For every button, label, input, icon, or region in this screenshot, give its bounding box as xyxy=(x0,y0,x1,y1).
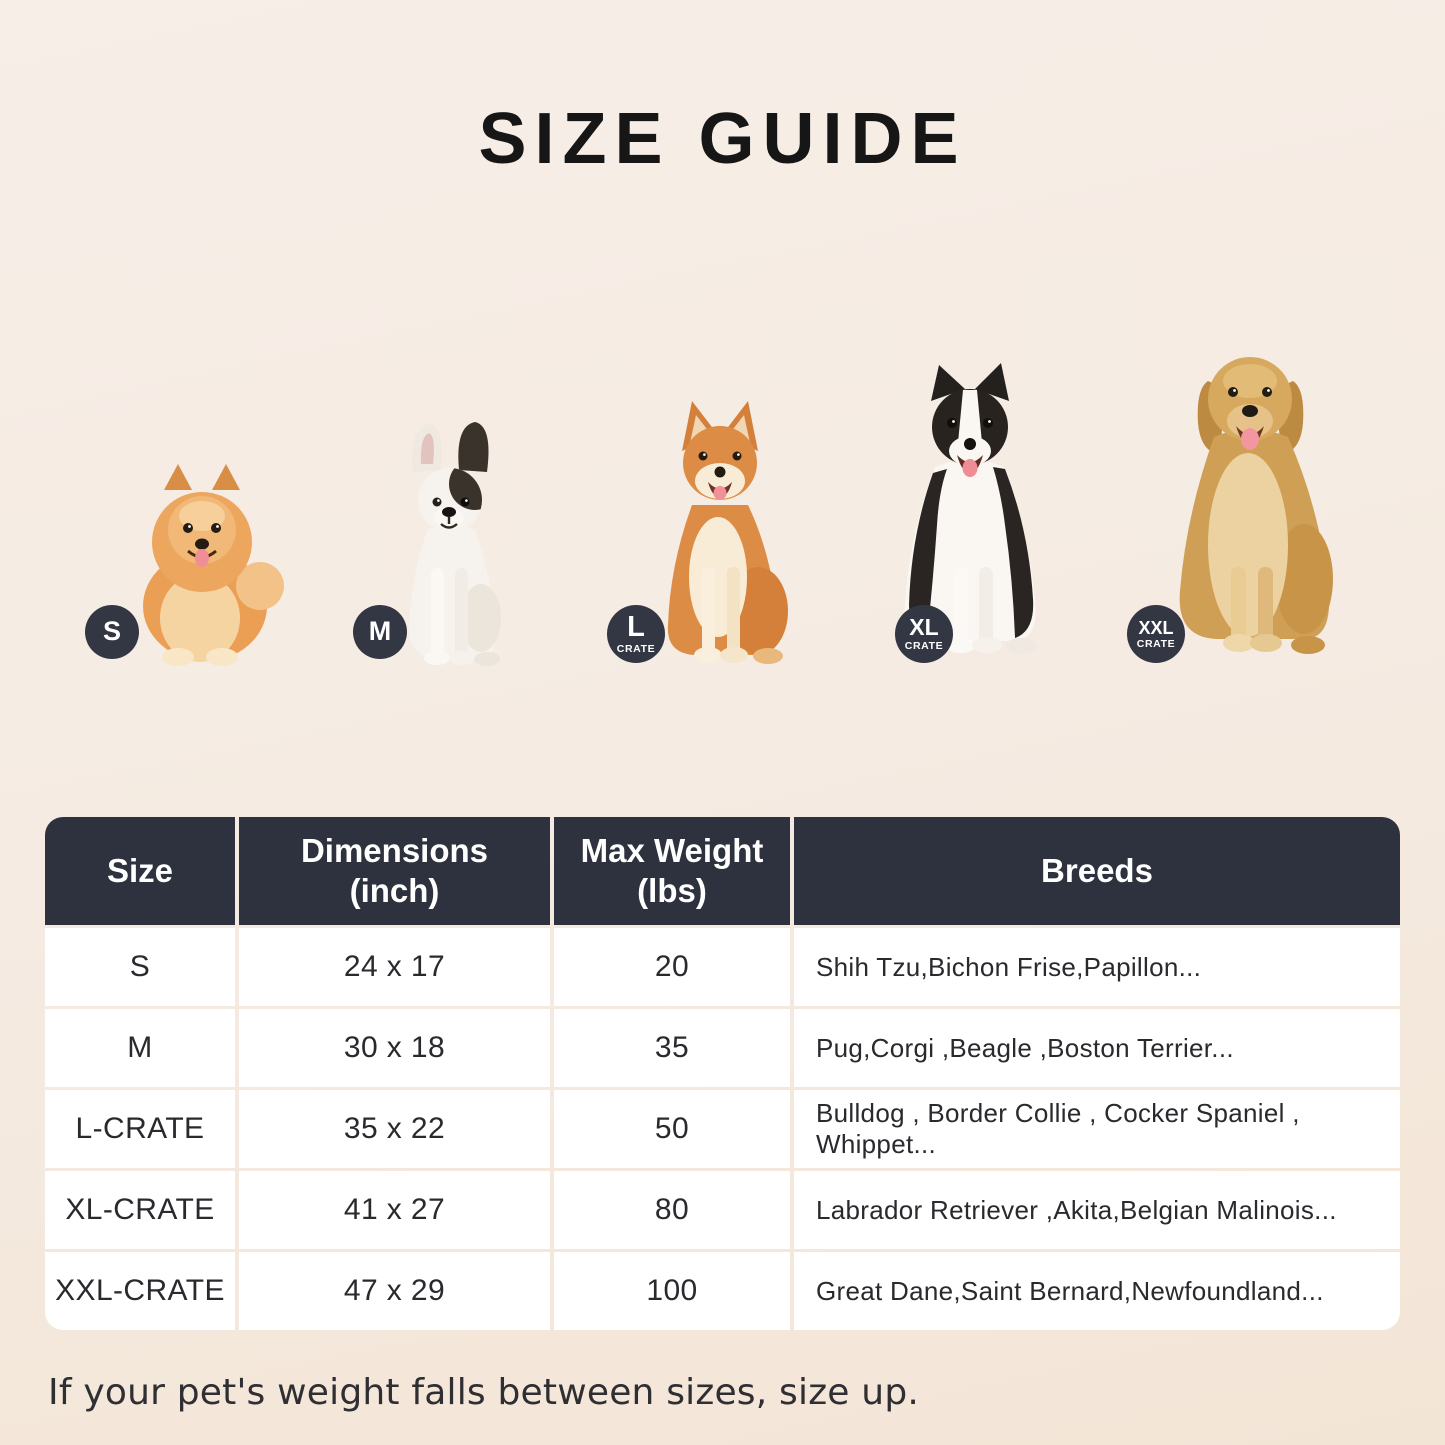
table-cell-dimensions: 41 x 27 xyxy=(239,1171,550,1249)
table-cell-max-weight: 35 xyxy=(554,1009,790,1087)
table-header-size: Size xyxy=(45,817,235,925)
table-cell-dimensions: 35 x 22 xyxy=(239,1090,550,1168)
french-bulldog-dog-icon xyxy=(408,422,501,666)
table-cell-size: L-CRATE xyxy=(45,1090,235,1168)
size-badge-xxl-label: XXL xyxy=(1138,617,1174,638)
size-badge-xl-label: XL xyxy=(909,614,939,641)
header-dimensions-line1: Dimensions xyxy=(300,831,489,869)
shiba-inu-dog-icon xyxy=(667,401,788,664)
table-cell-size: M xyxy=(45,1009,235,1087)
table-cell-breeds: Pug,Corgi ,Beagle ,Boston Terrier... xyxy=(794,1009,1400,1087)
golden-retriever-dog-icon xyxy=(1179,357,1333,654)
size-badge-xl-crate: XL CRATE xyxy=(895,605,953,663)
table-header-dimensions: Dimensions (inch) xyxy=(239,817,550,925)
sizing-note: If your pet's weight falls between sizes… xyxy=(48,1372,920,1413)
table-cell-dimensions: 47 x 29 xyxy=(239,1252,550,1330)
table-cell-size: XL-CRATE xyxy=(45,1171,235,1249)
table-cell-size: S xyxy=(45,928,235,1006)
size-badge-m-label: M xyxy=(368,615,392,646)
size-badge-xxl-crate: XXL CRATE xyxy=(1127,605,1185,663)
size-badge-s-label: S xyxy=(102,615,121,646)
table-cell-dimensions: 30 x 18 xyxy=(239,1009,550,1087)
size-badge-s: S xyxy=(85,605,139,659)
table-header-max-weight: Max Weight (lbs) xyxy=(554,817,790,925)
table-header-breeds: Breeds xyxy=(794,817,1400,925)
table-cell-max-weight: 50 xyxy=(554,1090,790,1168)
header-dimensions-line2: (inch) xyxy=(349,872,440,909)
size-badge-l-label: L xyxy=(627,611,645,644)
dog-photo-border-collie: XL CRATE xyxy=(875,355,1065,668)
size-badge-xl-sublabel: CRATE xyxy=(904,640,944,653)
table-cell-breeds: Bulldog , Border Collie , Cocker Spaniel… xyxy=(794,1090,1400,1168)
table-cell-breeds: Labrador Retriever ,Akita,Belgian Malino… xyxy=(794,1171,1400,1249)
table-cell-max-weight: 20 xyxy=(554,928,790,1006)
size-badge-l-sublabel: CRATE xyxy=(616,643,656,656)
table-cell-max-weight: 100 xyxy=(554,1252,790,1330)
size-table: Size Dimensions (inch) Max Weight (lbs) … xyxy=(45,817,1400,1330)
header-size-line1: Size xyxy=(106,851,174,889)
table-cell-breeds: Great Dane,Saint Bernard,Newfoundland... xyxy=(794,1252,1400,1330)
dog-photo-french-bulldog: M xyxy=(353,418,515,668)
header-breeds-line1: Breeds xyxy=(1041,851,1153,889)
dog-photo-shiba-inu: L CRATE xyxy=(607,385,800,668)
table-cell-breeds: Shih Tzu,Bichon Frise,Papillon... xyxy=(794,928,1400,1006)
size-badge-xxl-sublabel: CRATE xyxy=(1136,637,1176,650)
table-cell-size: XXL-CRATE xyxy=(45,1252,235,1330)
table-cell-max-weight: 80 xyxy=(554,1171,790,1249)
dog-photo-pomeranian: S xyxy=(85,448,285,668)
size-badge-l-crate: L CRATE xyxy=(607,605,665,663)
border-collie-dog-icon xyxy=(904,363,1037,654)
header-max-weight-line1: Max Weight xyxy=(580,831,764,869)
page-title: SIZE GUIDE xyxy=(478,99,967,179)
header-max-weight-line2: (lbs) xyxy=(637,872,707,909)
table-cell-dimensions: 24 x 17 xyxy=(239,928,550,1006)
size-badge-m: M xyxy=(353,605,407,659)
dog-photo-golden-retriever: XXL CRATE xyxy=(1127,325,1343,668)
pomeranian-dog-icon xyxy=(143,464,284,666)
